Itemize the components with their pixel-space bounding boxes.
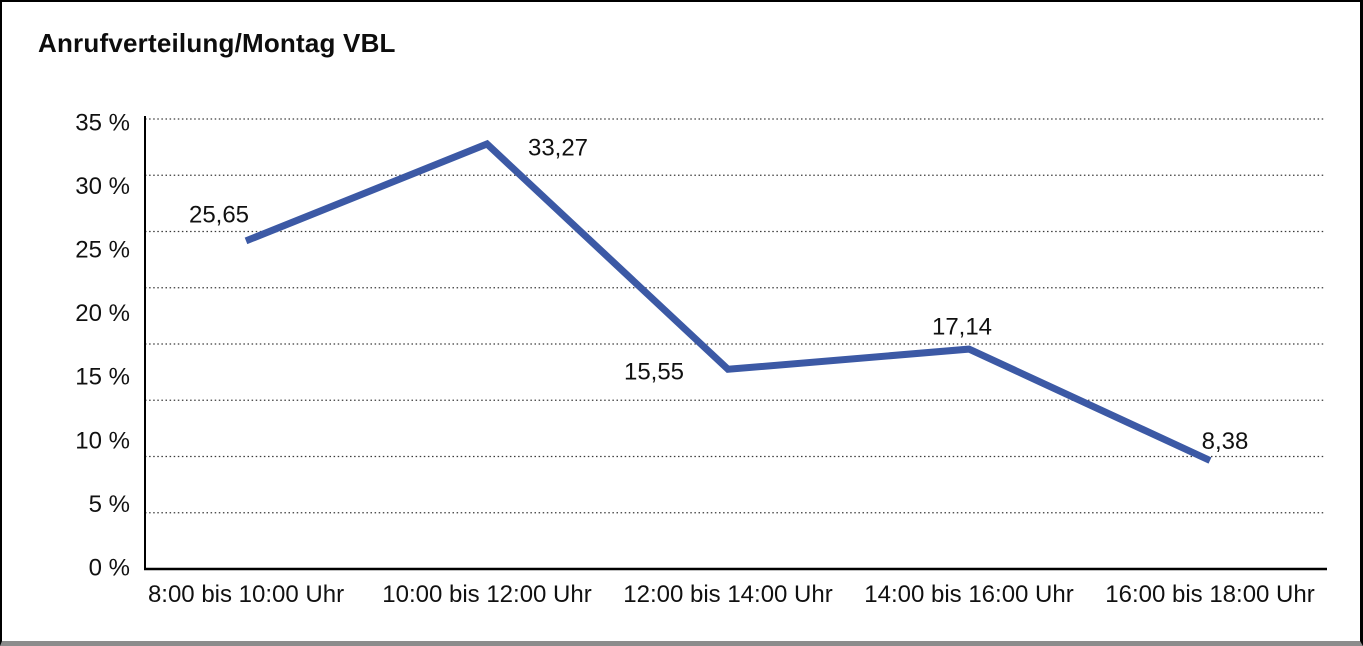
data-point-label: 8,38 [1202, 428, 1249, 455]
x-axis-tick-label: 12:00 bis 14:00 Uhr [623, 581, 832, 608]
y-axis-tick-label: 30 % [75, 173, 130, 200]
x-axis-tick-label: 8:00 bis 10:00 Uhr [148, 581, 344, 608]
data-point-label: 33,27 [528, 134, 588, 161]
data-point-label: 17,14 [932, 313, 992, 340]
y-axis-tick-label: 10 % [75, 427, 130, 454]
data-line [244, 139, 1212, 464]
x-axis-tick-label: 16:00 bis 18:00 Uhr [1105, 581, 1314, 608]
y-axis-tick-label: 5 % [89, 491, 130, 518]
y-axis-tick-label: 20 % [75, 300, 130, 327]
data-point-label: 25,65 [189, 201, 249, 228]
x-axis-tick-label: 10:00 bis 12:00 Uhr [382, 581, 591, 608]
data-point-label: 15,55 [624, 359, 684, 386]
y-axis-tick-label: 25 % [75, 237, 130, 264]
chart-title: Anrufverteilung/Montag VBL [38, 28, 396, 58]
y-axis-tick-label: 0 % [89, 554, 130, 581]
x-axis-tick-label: 14:00 bis 16:00 Uhr [864, 581, 1073, 608]
y-axis-tick-label: 35 % [75, 109, 130, 136]
y-axis-tick-label: 15 % [75, 364, 130, 391]
